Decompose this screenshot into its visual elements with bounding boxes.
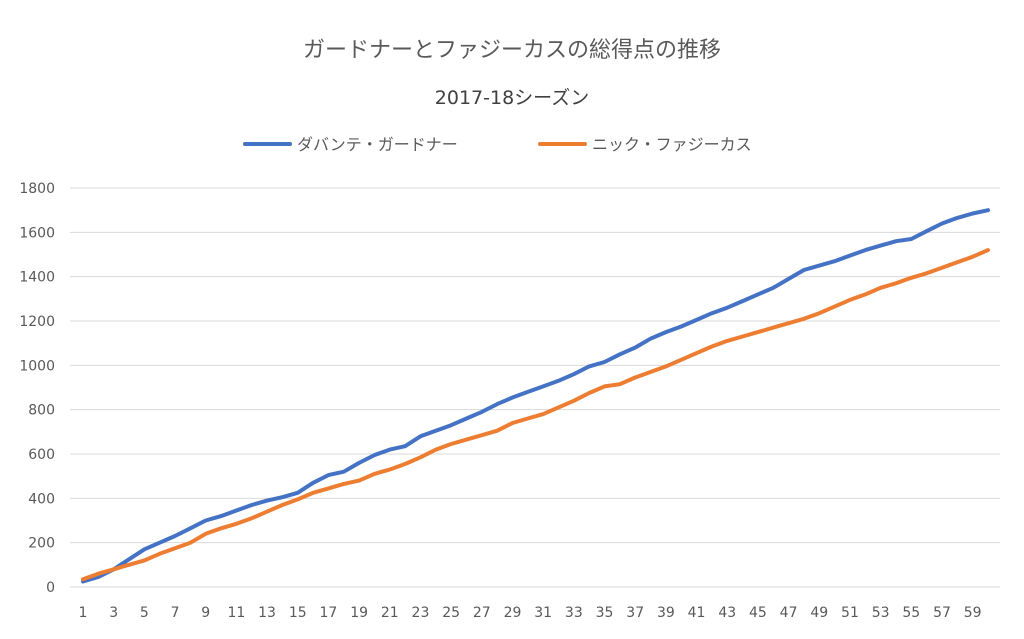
x-tick-label: 57 [933,605,951,621]
x-tick-label: 13 [258,605,276,621]
series-line-gardner [81,208,990,584]
x-axis-ticks: 1 3 5 7 9 11 13 15 17 19 21 23 25 27 29 31 33 35 37 39 41 43 4… [79,605,982,621]
legend: ダバンテ・ガードナー ニック・ファジーカス [243,135,752,154]
chart-subtitle: 2017-18シーズン [435,87,589,109]
x-tick-label: 37 [626,605,644,621]
x-tick-label: 19 [350,605,368,621]
x-tick-label: 21 [381,605,399,621]
chart-title: ガードナーとファジーカスの総得点の推移 [303,38,721,63]
x-tick-label: 43 [718,605,736,621]
y-tick-label: 1000 [19,358,55,374]
x-tick-label: 45 [749,605,767,621]
x-tick-label: 9 [201,605,210,621]
series-line-fazekas [81,248,990,582]
x-tick-label: 7 [171,605,180,621]
y-tick-label: 1600 [19,225,55,241]
y-tick-label: 200 [28,536,55,552]
x-tick-label: 53 [872,605,890,621]
y-tick-label: 1400 [19,270,55,286]
x-tick-label: 17 [320,605,338,621]
legend-label-gardner: ダバンテ・ガードナー [297,135,458,154]
x-tick-label: 31 [534,605,552,621]
series-lines [81,208,990,584]
x-tick-label: 3 [109,605,118,621]
x-tick-label: 5 [140,605,149,621]
y-tick-label: 400 [28,491,55,507]
y-tick-label: 1800 [19,181,55,197]
x-tick-label: 59 [964,605,982,621]
x-tick-label: 29 [504,605,522,621]
x-tick-label: 27 [473,605,491,621]
x-tick-label: 47 [780,605,798,621]
y-tick-label: 800 [28,403,55,419]
y-tick-label: 600 [28,447,55,463]
x-tick-label: 55 [902,605,920,621]
y-tick-label: 0 [46,580,55,596]
x-tick-label: 23 [412,605,430,621]
gridlines [70,187,1000,588]
x-tick-label: 33 [565,605,583,621]
x-tick-label: 39 [657,605,675,621]
x-tick-label: 49 [810,605,828,621]
x-tick-label: 41 [688,605,706,621]
x-tick-label: 35 [596,605,614,621]
x-tick-label: 51 [841,605,859,621]
x-tick-label: 11 [227,605,245,621]
x-tick-label: 15 [289,605,307,621]
legend-label-fazekas: ニック・ファジーカス [592,135,752,154]
x-tick-label: 25 [442,605,460,621]
y-tick-label: 1200 [19,314,55,330]
y-axis-ticks: 0 200 400 600 800 1000 1200 1400 1600 1800 [19,181,55,596]
x-tick-label: 1 [79,605,88,621]
